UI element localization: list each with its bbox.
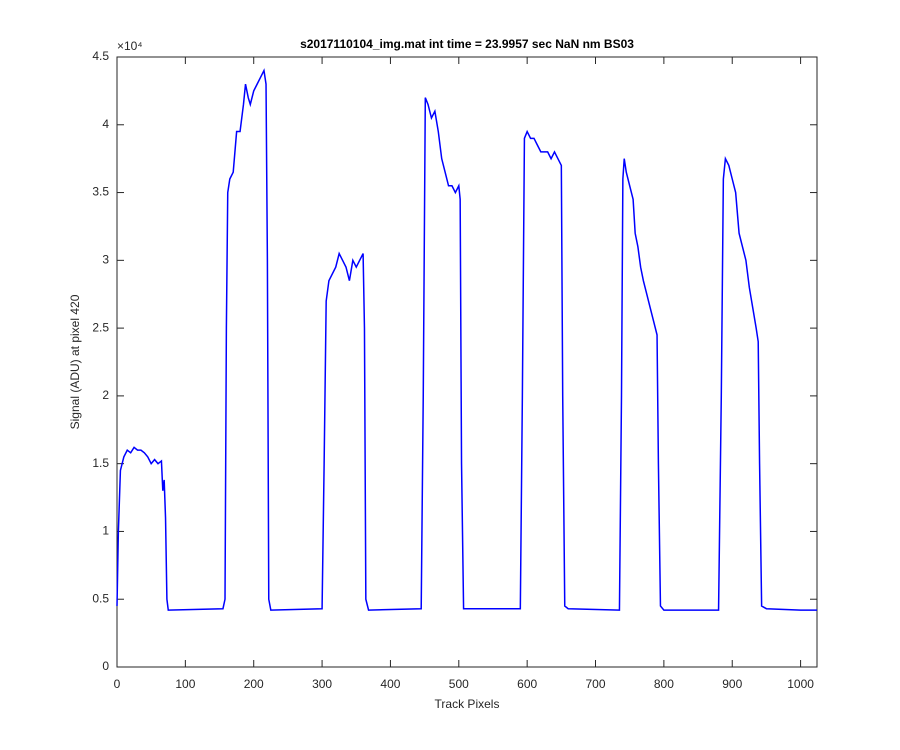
data-line xyxy=(116,68,817,611)
y-tick-label: 0 xyxy=(102,659,109,673)
x-axis-label: Track Pixels xyxy=(435,697,500,711)
y-tick-label: 1 xyxy=(102,524,109,538)
y-tick-label: 4 xyxy=(102,117,109,131)
x-tick-label: 100 xyxy=(175,677,195,691)
y-tick-label: 2.5 xyxy=(92,320,109,334)
y-tick-label: 3 xyxy=(102,253,109,267)
x-tick-label: 200 xyxy=(244,677,264,691)
y-tick-label: 2 xyxy=(102,388,109,402)
y-axis-label: Signal (ADU) at pixel 420 xyxy=(68,294,82,429)
y-exponent-label: ×10⁴ xyxy=(117,39,143,53)
y-tick-label: 4.5 xyxy=(92,49,109,63)
x-tick-label: 300 xyxy=(312,677,332,691)
axes-box xyxy=(116,56,818,668)
y-tick-label: 0.5 xyxy=(92,591,109,605)
y-tick-label: 3.5 xyxy=(92,185,109,199)
x-tick-label: 500 xyxy=(449,677,469,691)
x-tick-label: 0 xyxy=(114,677,121,691)
y-tick-label: 1.5 xyxy=(92,456,109,470)
x-tick-label: 900 xyxy=(722,677,742,691)
x-tick-label: 1000 xyxy=(787,677,814,691)
x-tick-label: 700 xyxy=(586,677,606,691)
x-tick-label: 800 xyxy=(654,677,674,691)
chart-title: s2017110104_img.mat int time = 23.9957 s… xyxy=(300,37,634,51)
x-tick-label: 600 xyxy=(517,677,537,691)
x-tick-label: 400 xyxy=(380,677,400,691)
